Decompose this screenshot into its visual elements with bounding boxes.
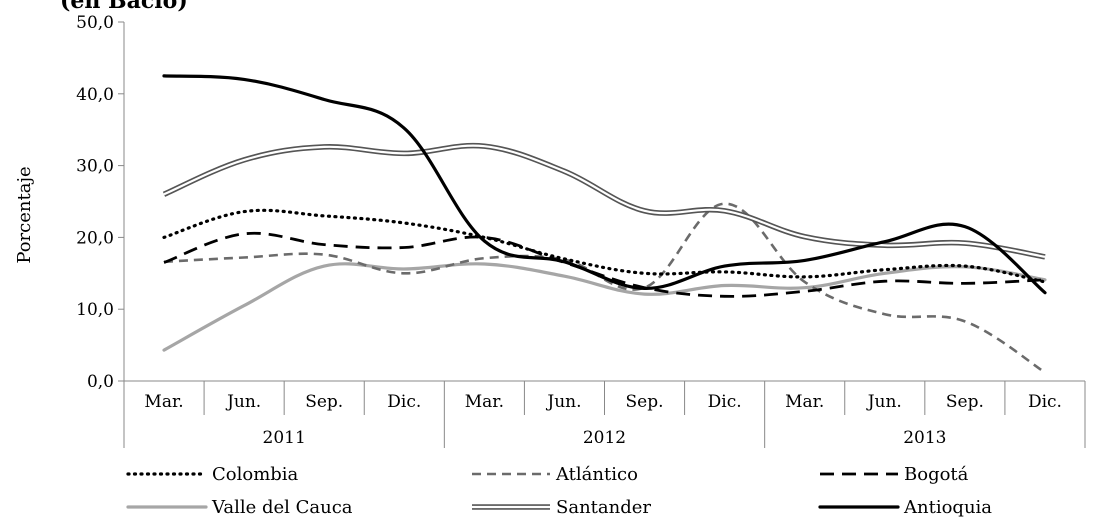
x-tick-label: Sep. — [946, 392, 984, 412]
legend-label: Colombia — [212, 464, 299, 485]
year-label: 2013 — [903, 428, 946, 448]
y-tick-label: 10,0 — [76, 300, 114, 320]
legend-item-santander: Santander — [472, 497, 651, 518]
year-label: 2012 — [583, 428, 626, 448]
legend-item-bogota: Bogotá — [820, 464, 969, 485]
x-axis: Mar. Jun. Sep. Dic. Mar. Jun. Sep. Dic. Mar. Jun.… — [123, 380, 1086, 448]
legend: Colombia Atlántico Bogotá Valle del Cauca Sa… — [126, 464, 992, 518]
y-axis: 0,0 10,0 20,0 30,0 40,0 50,0 — [76, 13, 125, 392]
legend-label: Antioquia — [903, 497, 992, 518]
legend-label: Santander — [556, 497, 651, 518]
x-tick-label: Jun. — [225, 392, 261, 412]
y-tick-label: 20,0 — [76, 228, 114, 248]
year-label: 2011 — [263, 428, 306, 448]
series-antioquia — [162, 74, 1047, 295]
y-tick-label: 30,0 — [76, 157, 114, 177]
x-tick-label: Sep. — [305, 392, 343, 412]
legend-item-colombia: Colombia — [126, 464, 299, 485]
y-axis-title: Porcentaje — [14, 166, 35, 263]
x-tick-label: Dic. — [387, 392, 421, 412]
x-tick-label: Mar. — [144, 392, 183, 412]
series-layer — [162, 74, 1047, 374]
series-line — [162, 74, 1047, 295]
legend-label: Valle del Cauca — [211, 497, 353, 518]
y-tick-label: 40,0 — [76, 85, 114, 105]
legend-label: Atlántico — [555, 464, 638, 485]
x-tick-label: Jun. — [545, 392, 581, 412]
series-line — [162, 262, 1047, 352]
series-colombia — [162, 208, 1047, 284]
x-tick-label: Mar. — [465, 392, 504, 412]
chart-title-fragment: (en Bacio) — [60, 0, 188, 14]
legend-item-valle-del-cauca: Valle del Cauca — [126, 497, 353, 518]
series-line — [163, 144, 1046, 258]
legend-label: Bogotá — [904, 464, 969, 485]
x-tick-label: Sep. — [626, 392, 664, 412]
y-tick-label: 0,0 — [87, 372, 114, 392]
y-tick-label: 50,0 — [76, 13, 114, 33]
legend-item-antioquia: Antioquia — [818, 497, 992, 518]
x-tick-label: Dic. — [708, 392, 742, 412]
legend-item-atlantico: Atlántico — [472, 464, 638, 485]
series-line — [162, 208, 1047, 284]
series-santander — [162, 142, 1046, 260]
x-tick-label: Dic. — [1028, 392, 1062, 412]
x-tick-label: Jun. — [866, 392, 902, 412]
series-valle-del-cauca — [162, 262, 1047, 352]
x-tick-label: Mar. — [785, 392, 824, 412]
